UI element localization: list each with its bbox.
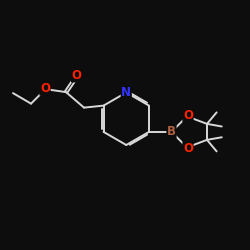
Text: O: O xyxy=(183,142,193,155)
Text: O: O xyxy=(72,69,82,82)
Text: O: O xyxy=(183,109,193,122)
Text: B: B xyxy=(167,126,176,138)
Text: O: O xyxy=(40,82,50,95)
Text: N: N xyxy=(121,86,131,99)
